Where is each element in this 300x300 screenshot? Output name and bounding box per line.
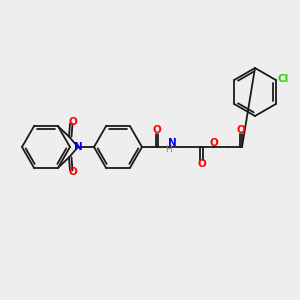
Text: O: O bbox=[237, 125, 245, 135]
Text: O: O bbox=[210, 137, 218, 148]
Text: H: H bbox=[165, 146, 171, 154]
Text: O: O bbox=[69, 117, 77, 127]
Text: N: N bbox=[168, 137, 176, 148]
Text: O: O bbox=[198, 159, 206, 169]
Text: O: O bbox=[69, 167, 77, 177]
Text: Cl: Cl bbox=[277, 74, 288, 84]
Text: O: O bbox=[153, 125, 161, 135]
Text: N: N bbox=[74, 142, 82, 152]
